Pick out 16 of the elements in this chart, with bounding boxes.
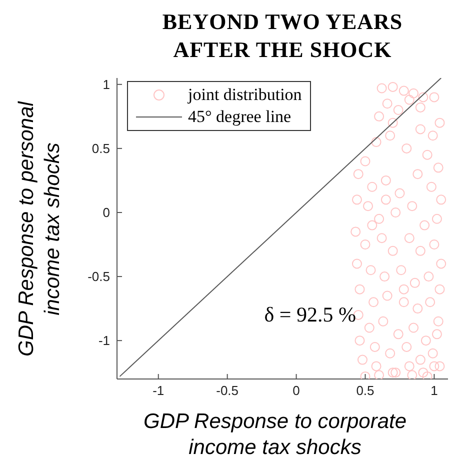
y-tick-label: 0.5 — [92, 141, 110, 156]
chart-title: BEYOND TWO YEARS AFTER THE SHOCK — [161, 8, 404, 64]
legend-label: joint distribution — [188, 84, 302, 106]
y-tick-label: -1 — [98, 333, 110, 348]
y-tick-label: 1 — [102, 77, 110, 92]
x-tick-label: 0 — [292, 383, 300, 398]
x-tick-label: 0.5 — [356, 383, 374, 398]
y-axis-title: GDP Response to personal income tax shocks — [14, 100, 65, 358]
annotation: δ = 92.5 % — [264, 302, 356, 328]
y-tick-label: -0.5 — [88, 269, 110, 284]
x-tick-label: -0.5 — [216, 383, 239, 398]
y-tick-label: 0 — [102, 205, 110, 220]
x-axis-title: GDP Response to corporate income tax shocks — [142, 409, 408, 461]
x-tick-label: 1 — [430, 383, 438, 398]
legend-label: 45° degree line — [188, 106, 292, 128]
x-tick-label: -1 — [152, 383, 164, 398]
